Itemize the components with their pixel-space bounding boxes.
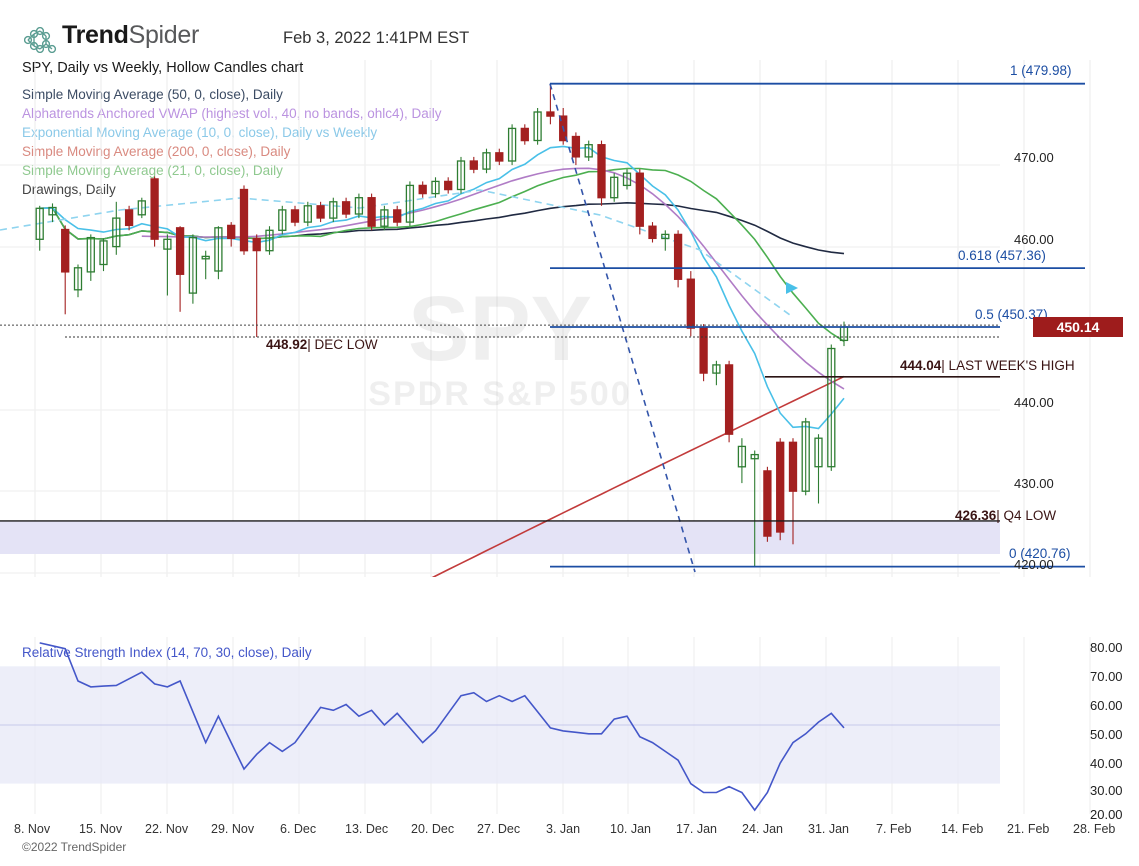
svg-text:SPDR S&P 500: SPDR S&P 500	[368, 375, 631, 413]
svg-text:SPY: SPY	[408, 278, 592, 380]
